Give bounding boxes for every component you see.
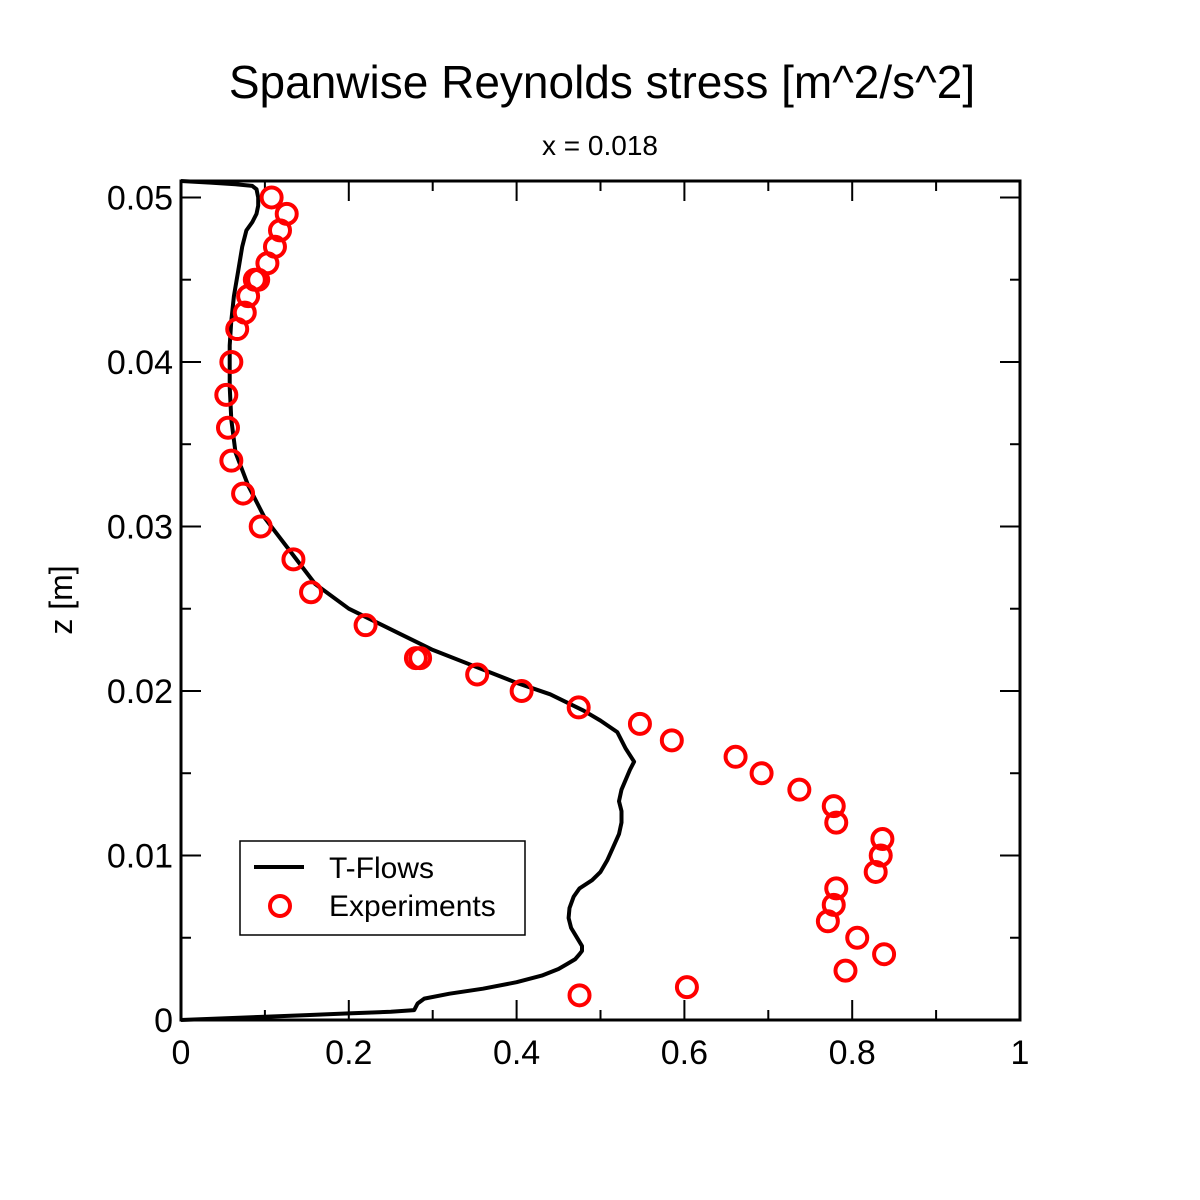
experiment-point [821, 794, 846, 819]
experiment-point [723, 744, 748, 769]
experiment-point [845, 925, 870, 950]
x-tick-label: 0 [172, 1034, 191, 1072]
experiment-point [219, 349, 244, 374]
y-tick-label: 0.03 [107, 508, 173, 546]
experiment-point [231, 481, 256, 506]
chart-title: Spanwise Reynolds stress [m^2/s^2] [229, 56, 975, 108]
legend-marker-swatch [268, 894, 292, 918]
experiment-point [281, 547, 306, 572]
chart-subtitle: x = 0.018 [542, 130, 658, 161]
experiment-point [403, 646, 428, 671]
experiment-point [659, 728, 684, 753]
experiment-point [566, 695, 591, 720]
y-tick-label: 0.04 [107, 344, 173, 382]
experiment-point [232, 300, 257, 325]
x-tick-label: 1 [1011, 1034, 1030, 1072]
experiment-point [872, 942, 897, 967]
x-tick-label: 0.6 [661, 1034, 708, 1072]
experiment-point [870, 827, 895, 852]
experiment-point [833, 958, 858, 983]
experiment-point [824, 876, 849, 901]
legend-label-experiments: Experiments [329, 890, 496, 923]
experiment-point [274, 201, 299, 226]
x-tick-label: 0.8 [829, 1034, 876, 1072]
x-tick-label: 0.2 [325, 1034, 372, 1072]
series-line-t-flows [180, 179, 637, 1022]
legend: T-Flows Experiments [239, 840, 526, 936]
y-tick-label: 0.02 [107, 673, 173, 711]
plot-area: 0 0.2 0.4 0.6 0.8 1 0 0.01 0.02 0.03 0.04 0.05 [107, 179, 1030, 1072]
experiment-point [299, 580, 324, 605]
y-tick-label: 0 [154, 1002, 173, 1040]
experiment-point [567, 983, 592, 1008]
experiment-point [824, 810, 849, 835]
y-axis-label: z [m] [43, 565, 79, 634]
legend-box [239, 840, 526, 936]
legend-label-t-flows: T-Flows [329, 852, 434, 885]
experiment-point [248, 514, 273, 539]
experiment-point [219, 448, 244, 473]
experiment-point [749, 761, 774, 786]
experiment-point [627, 711, 652, 736]
y-tick-label: 0.01 [107, 837, 173, 875]
experiment-point [868, 843, 893, 868]
experiment-point [215, 415, 240, 440]
experiment-point [259, 185, 284, 210]
experiment-point [509, 678, 534, 703]
experiment-point [674, 975, 699, 1000]
experiment-point [821, 892, 846, 917]
experiment-point [353, 613, 378, 638]
x-tick-label: 0.4 [493, 1034, 540, 1072]
experiment-point [214, 382, 239, 407]
y-tick-label: 0.05 [107, 179, 173, 217]
experiment-point [465, 662, 490, 687]
experiment-point [787, 777, 812, 802]
